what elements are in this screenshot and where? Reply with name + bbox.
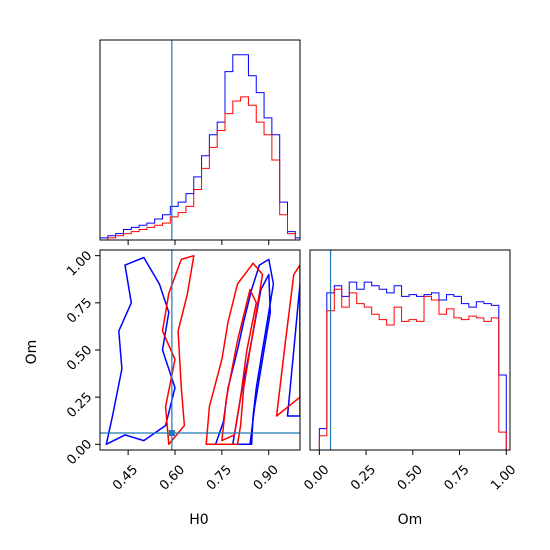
contour-series-1-level-3 xyxy=(105,256,176,446)
contour-series-2-level-3 xyxy=(161,254,195,446)
contour-lines xyxy=(105,254,300,446)
histogram-om-series-1 xyxy=(318,281,507,450)
histogram-om-xtick-label: 0.25 xyxy=(348,462,379,493)
contour-xtick-label: 0.90 xyxy=(251,462,282,493)
histogram-om-xtick-label: 0.75 xyxy=(442,462,473,493)
histogram-h0-series-1 xyxy=(99,54,301,240)
contour-ytick-label: 0.00 xyxy=(64,437,95,468)
contour-xtick-label: 0.75 xyxy=(204,462,235,493)
contour-xtick-label: 0.45 xyxy=(110,462,141,493)
y-axis-label-om: Om xyxy=(24,340,40,365)
histogram-om-xtick-label: 1.00 xyxy=(488,462,519,493)
histogram-om-xtick-label: 0.50 xyxy=(395,462,426,493)
histogram-h0-frame xyxy=(99,39,301,241)
contour-frame xyxy=(99,249,301,451)
histogram-h0-series-2 xyxy=(100,96,300,241)
histogram-h0-panel xyxy=(99,39,301,245)
contour-ytick-label: 0.50 xyxy=(64,343,95,374)
truth-marker xyxy=(168,430,175,437)
contour-series-2-level-2 xyxy=(221,288,258,442)
contour-series-1-level-4 xyxy=(286,283,300,417)
contour-series-2-level-4 xyxy=(275,264,300,417)
contour-h0-om-panel: 0.45 0.60 0.75 0.90 0.00 0.25 0.50 0.75 1.00 xyxy=(64,248,301,494)
contour-ytick-label: 0.75 xyxy=(64,296,95,327)
contour-ytick-label: 0.25 xyxy=(64,390,95,421)
contour-series-1-level-2 xyxy=(232,273,272,446)
histogram-om-panel: 0.00 0.25 0.50 0.75 1.00 xyxy=(301,249,519,494)
x-axis-label-om: Om xyxy=(398,512,423,528)
histogram-om-frame xyxy=(309,249,511,451)
contour-xtick-label: 0.60 xyxy=(157,462,188,493)
histogram-om-xtick-label: 0.00 xyxy=(301,462,332,493)
contour-series-2-level-1 xyxy=(205,262,264,446)
x-axis-label-h0: H0 xyxy=(189,512,208,528)
histogram-om-series-2 xyxy=(318,288,507,450)
contour-ytick-label: 1.00 xyxy=(64,248,95,279)
